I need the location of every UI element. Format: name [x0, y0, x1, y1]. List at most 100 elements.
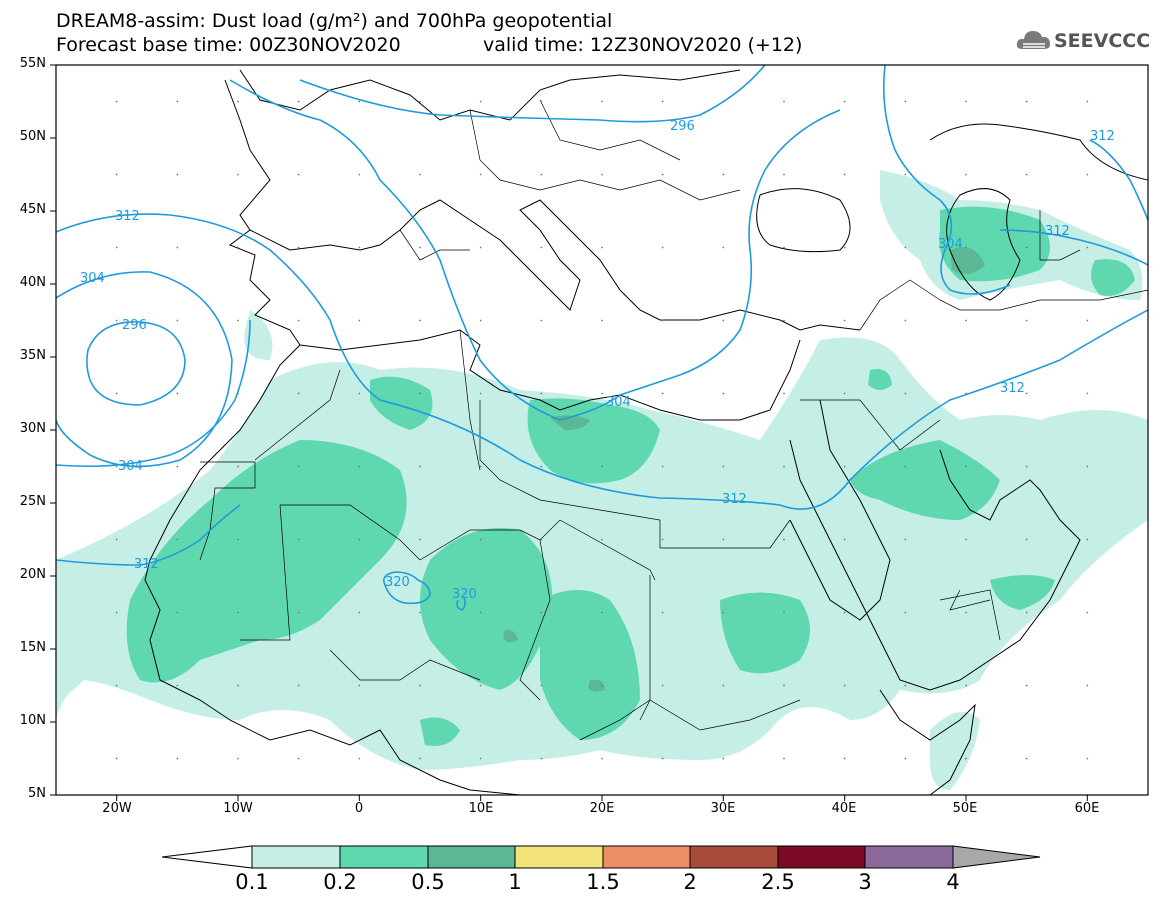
grid-dot — [1025, 392, 1028, 395]
colorbar-label: 0.1 — [235, 870, 269, 894]
grid-dot — [237, 611, 239, 614]
grid-dot — [419, 684, 421, 687]
grid-dot — [1086, 173, 1089, 176]
contour-label: 320 — [385, 575, 410, 590]
grid-dot — [358, 465, 361, 468]
grid-dot — [115, 173, 118, 176]
grid-dot — [1086, 611, 1089, 614]
grid-dot — [540, 684, 543, 687]
colorbar-box — [251, 845, 341, 869]
contour-label: 312 — [1090, 129, 1115, 144]
grid-dot — [722, 100, 725, 103]
grid-dot — [358, 392, 361, 395]
valid-time: valid time: 12Z30NOV2020 (+12) — [483, 34, 803, 56]
grid-dot — [1086, 538, 1089, 541]
grid-dot — [479, 757, 482, 760]
grid-dot — [722, 611, 725, 614]
grid-dot — [843, 100, 846, 103]
grid-dot — [965, 611, 967, 614]
grid-dot — [843, 173, 846, 176]
grid-dot — [904, 611, 907, 614]
grid-dot — [358, 538, 361, 541]
grid-dot — [115, 611, 118, 614]
grid-dot — [1086, 684, 1089, 687]
grid-dot — [843, 465, 846, 468]
grid-dot — [904, 100, 907, 103]
grid-dot — [419, 611, 421, 614]
grid-dot — [479, 392, 482, 395]
grid-dot — [1086, 465, 1089, 468]
lon-label: 60E — [1074, 801, 1100, 816]
grid-dot — [358, 246, 361, 249]
grid-dot — [419, 392, 421, 395]
grid-dot — [722, 319, 725, 322]
grid-dot — [358, 100, 361, 103]
grid-dot — [661, 757, 664, 760]
grid-dot — [661, 392, 664, 395]
grid-dot — [843, 611, 846, 614]
grid-dots — [115, 100, 1089, 760]
grid-dot — [540, 100, 543, 103]
grid-dot — [540, 757, 543, 760]
grid-dot — [297, 611, 300, 614]
colorbar-label: 2 — [683, 870, 697, 894]
grid-dot — [722, 173, 725, 176]
grid-dot — [419, 538, 421, 541]
grid-dot — [479, 173, 482, 176]
forecast-base-time: Forecast base time: 00Z30NOV2020 — [56, 34, 401, 56]
grid-dot — [540, 319, 543, 322]
map-title: DREAM8-assim: Dust load (g/m²) and 700hP… — [56, 10, 613, 32]
lon-label: 20W — [102, 801, 132, 816]
grid-dot — [297, 100, 300, 103]
geopotential-contours — [56, 65, 1148, 611]
grid-dot — [1086, 319, 1089, 322]
grid-dot — [297, 684, 300, 687]
grid-dot — [843, 319, 846, 322]
grid-dot — [115, 100, 118, 103]
grid-dot — [479, 465, 482, 468]
grid-dot — [297, 246, 300, 249]
grid-dot — [1086, 246, 1089, 249]
lat-label: 40N — [19, 275, 46, 290]
grid-dot — [904, 246, 907, 249]
grid-dot — [601, 538, 603, 541]
grid-dot — [358, 319, 361, 322]
grid-dot — [601, 465, 603, 468]
grid-dot — [904, 684, 907, 687]
contour-label: 296 — [670, 119, 695, 134]
grid-dot — [783, 100, 785, 103]
grid-dot — [176, 757, 179, 760]
contour-label: 304 — [606, 395, 631, 410]
lat-label: 30N — [19, 421, 46, 436]
contour-label: 304 — [80, 271, 105, 286]
grid-dot — [783, 392, 785, 395]
grid-dot — [965, 465, 967, 468]
grid-dot — [661, 611, 664, 614]
contour-label: 312 — [1045, 224, 1070, 239]
grid-dot — [1086, 100, 1089, 103]
grid-dot — [115, 246, 118, 249]
grid-dot — [843, 757, 846, 760]
grid-dot — [115, 684, 118, 687]
grid-dot — [661, 465, 664, 468]
grid-dot — [115, 538, 118, 541]
grid-dot — [297, 465, 300, 468]
grid-dot — [783, 538, 785, 541]
grid-dot — [237, 319, 239, 322]
grid-dot — [479, 100, 482, 103]
grid-dot — [843, 684, 846, 687]
grid-dot — [783, 684, 785, 687]
grid-dot — [176, 465, 179, 468]
colorbar-label: 0.2 — [323, 870, 357, 894]
lat-label: 55N — [19, 56, 46, 71]
grid-dot — [176, 392, 179, 395]
grid-dot — [1025, 100, 1028, 103]
grid-dot — [297, 538, 300, 541]
lat-label: 35N — [19, 348, 46, 363]
grid-dot — [843, 246, 846, 249]
grid-dot — [176, 538, 179, 541]
grid-dot — [1025, 465, 1028, 468]
grid-dot — [297, 173, 300, 176]
grid-dot — [783, 173, 785, 176]
